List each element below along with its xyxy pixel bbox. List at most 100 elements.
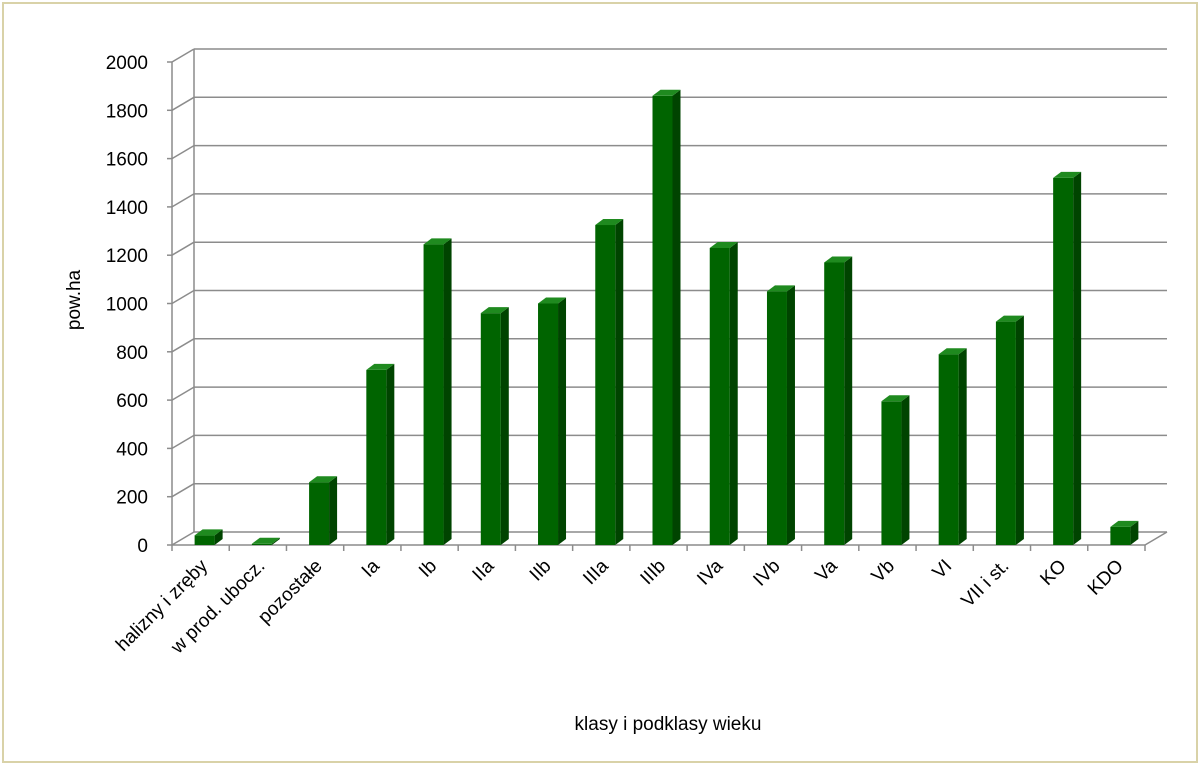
- bar-top: [423, 238, 452, 245]
- bar-side: [329, 476, 338, 545]
- bar-top: [366, 363, 395, 370]
- bar-top: [595, 219, 624, 226]
- y-tick-label: 1000: [106, 295, 148, 316]
- bar-top: [538, 297, 567, 304]
- bar-side: [214, 529, 223, 545]
- bar-front: [881, 401, 902, 545]
- bar: [309, 476, 338, 545]
- bar-top: [938, 348, 967, 355]
- bar: [366, 363, 395, 545]
- gridline-depth: [171, 531, 195, 546]
- bar: [1110, 520, 1139, 545]
- bar-front: [766, 291, 787, 545]
- bar-front: [595, 225, 616, 545]
- bar: [652, 89, 681, 545]
- y-axis-title: pow.ha: [64, 269, 85, 330]
- x-tick-label: IVb: [749, 556, 784, 591]
- bar-side: [1130, 520, 1139, 545]
- bar: [766, 285, 795, 545]
- bars: [194, 89, 1139, 546]
- bar-side: [500, 307, 509, 545]
- bar-top: [824, 256, 853, 263]
- x-tick-label: IIb: [526, 556, 556, 586]
- bar-top: [766, 285, 795, 292]
- gridline-depth: [171, 434, 195, 450]
- bar-front: [709, 247, 730, 545]
- bar-side: [786, 285, 795, 545]
- bar-front: [538, 303, 559, 545]
- bar: [881, 395, 910, 545]
- bar-front: [652, 95, 673, 545]
- y-tick-label: 1600: [106, 150, 148, 171]
- bar-front: [824, 262, 845, 545]
- y-tick-label: 1400: [106, 198, 148, 219]
- y-tick-label: 400: [116, 439, 148, 460]
- gridline-depth: [171, 483, 195, 498]
- bar-front: [995, 321, 1016, 545]
- bar-side: [729, 241, 738, 545]
- x-tick-label: IIIb: [637, 556, 671, 590]
- bar: [938, 348, 967, 545]
- bar-top: [881, 395, 910, 402]
- gridline-depth: [171, 144, 195, 160]
- bar-side: [958, 348, 967, 545]
- bar: [595, 219, 624, 545]
- bar-side: [615, 219, 624, 545]
- bar: [1053, 171, 1082, 546]
- bar-top: [480, 307, 509, 314]
- bar-top: [251, 537, 280, 544]
- y-tick-label: 200: [116, 488, 148, 509]
- x-tick-label: IIa: [469, 555, 499, 585]
- bar: [824, 256, 853, 545]
- y-tick-label: 1800: [106, 101, 148, 122]
- gridline-depth: [171, 338, 195, 353]
- bar-side: [672, 89, 681, 545]
- bar-side: [443, 238, 452, 545]
- y-tick-label: 800: [116, 343, 148, 364]
- bar-front: [194, 535, 215, 545]
- bar: [423, 238, 452, 545]
- bar: [251, 537, 280, 545]
- x-tick-label: IVa: [693, 555, 727, 589]
- x-tick-label: KO: [1036, 556, 1070, 590]
- bar-side: [558, 297, 567, 545]
- gridline-depth: [171, 386, 195, 401]
- bar-side: [844, 256, 853, 545]
- bar-side: [901, 395, 910, 545]
- x-axis-title: klasy i podklasy wieku: [575, 714, 762, 735]
- gridline-depth: [171, 96, 195, 111]
- y-tick-label: 1200: [106, 246, 148, 267]
- bar: [995, 315, 1024, 545]
- bar: [709, 241, 738, 545]
- bar: [194, 529, 223, 545]
- y-tick-label: 0: [137, 536, 148, 557]
- x-tick-label: VI: [929, 556, 957, 584]
- bar: [538, 297, 567, 545]
- bar-top: [652, 89, 681, 96]
- y-tick-labels: 0 200 400 600 800 1000 1200 1400 1600 1800 2000: [106, 53, 148, 557]
- bar-side: [1015, 315, 1024, 545]
- bar-front: [423, 244, 444, 545]
- y-tick-label: 2000: [106, 53, 148, 74]
- bar-front: [938, 354, 959, 545]
- x-tick-label: IIIa: [579, 555, 613, 589]
- x-tick-label: Vb: [868, 556, 899, 587]
- x-tick-label: VII i st.: [958, 556, 1014, 612]
- bar-top: [194, 529, 223, 536]
- x-tick-label: Ib: [415, 556, 441, 582]
- x-tick-label: KDO: [1084, 556, 1128, 600]
- bar-side: [271, 537, 280, 545]
- x-tick-label: Ia: [358, 555, 384, 581]
- gridline-depth: [171, 241, 195, 256]
- bar-top: [1110, 520, 1139, 527]
- gridline-depth: [171, 48, 195, 63]
- bar-front: [251, 543, 272, 545]
- x-tick-label: Va: [811, 555, 842, 586]
- bar-front: [309, 482, 330, 545]
- gridline-depth: [171, 289, 195, 305]
- bar-top: [1053, 171, 1082, 178]
- floor-right-edge: [1144, 531, 1168, 546]
- bar-front: [1110, 526, 1131, 545]
